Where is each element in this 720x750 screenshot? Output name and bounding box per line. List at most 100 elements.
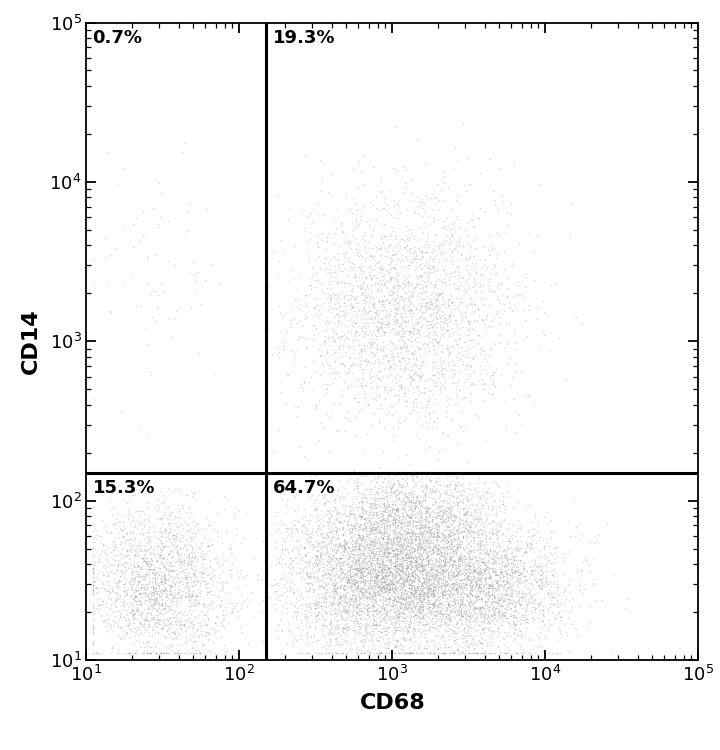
Point: [197, 558, 208, 570]
Point: [457, 272, 469, 284]
Point: [445, 550, 456, 562]
Point: [500, 558, 512, 570]
Point: [378, 326, 390, 338]
Point: [282, 528, 294, 540]
Point: [382, 506, 393, 518]
Point: [497, 515, 508, 527]
Point: [137, 587, 148, 599]
Point: [395, 643, 407, 655]
Point: [465, 541, 477, 553]
Point: [339, 604, 351, 616]
Point: [357, 647, 369, 659]
Point: [465, 596, 477, 608]
Point: [387, 347, 398, 359]
Point: [518, 546, 530, 558]
Point: [374, 580, 385, 592]
Point: [373, 568, 384, 580]
Point: [408, 585, 419, 597]
Point: [412, 200, 423, 212]
Point: [348, 595, 359, 607]
Point: [345, 560, 356, 572]
Point: [490, 603, 501, 615]
Point: [436, 510, 447, 522]
Point: [431, 530, 442, 542]
Point: [349, 557, 361, 569]
Point: [444, 594, 456, 606]
Point: [401, 490, 413, 502]
Point: [378, 563, 390, 575]
Point: [397, 562, 408, 574]
Point: [333, 474, 344, 486]
Point: [366, 524, 377, 536]
Point: [477, 609, 488, 621]
Point: [420, 535, 432, 547]
Point: [493, 574, 505, 586]
Point: [390, 526, 401, 538]
Point: [439, 555, 451, 567]
Point: [444, 266, 455, 278]
Point: [130, 543, 142, 555]
Point: [186, 544, 198, 556]
Point: [404, 647, 415, 659]
Point: [379, 576, 391, 588]
Point: [367, 546, 379, 558]
Point: [477, 556, 488, 568]
Point: [149, 575, 161, 587]
Point: [320, 587, 332, 599]
Point: [392, 562, 403, 574]
Point: [349, 549, 361, 561]
Point: [366, 558, 377, 570]
Point: [372, 523, 383, 535]
Point: [437, 316, 449, 328]
Point: [469, 275, 480, 287]
Point: [324, 624, 336, 636]
Point: [410, 503, 421, 515]
Point: [437, 568, 449, 580]
Point: [350, 476, 361, 488]
Point: [438, 467, 450, 479]
Point: [364, 518, 376, 530]
Point: [364, 527, 376, 539]
Point: [521, 604, 532, 616]
Point: [135, 597, 147, 609]
Point: [455, 604, 467, 616]
Point: [440, 530, 451, 542]
Point: [402, 532, 413, 544]
Point: [408, 401, 419, 413]
Point: [359, 536, 370, 548]
Point: [455, 365, 467, 377]
Point: [395, 331, 407, 343]
Point: [445, 505, 456, 517]
Point: [310, 612, 321, 624]
Point: [112, 580, 123, 592]
Point: [384, 647, 395, 659]
Point: [371, 244, 382, 256]
Point: [374, 558, 385, 570]
Point: [355, 647, 366, 659]
Point: [313, 250, 325, 262]
Point: [222, 577, 233, 589]
Point: [102, 566, 113, 578]
Point: [284, 580, 296, 592]
Point: [211, 527, 222, 539]
Point: [328, 591, 340, 603]
Point: [402, 520, 414, 532]
Point: [454, 577, 466, 589]
Point: [172, 607, 184, 619]
Point: [385, 509, 397, 521]
Point: [459, 608, 471, 619]
Point: [382, 598, 393, 610]
Point: [462, 518, 474, 530]
Point: [418, 590, 429, 602]
Point: [449, 479, 461, 491]
Point: [477, 608, 488, 620]
Point: [436, 346, 448, 358]
Point: [374, 293, 385, 305]
Point: [490, 548, 502, 560]
Point: [125, 557, 136, 569]
Point: [444, 530, 455, 542]
Point: [135, 570, 147, 582]
Point: [122, 602, 134, 613]
Point: [176, 146, 188, 158]
Point: [351, 585, 362, 597]
